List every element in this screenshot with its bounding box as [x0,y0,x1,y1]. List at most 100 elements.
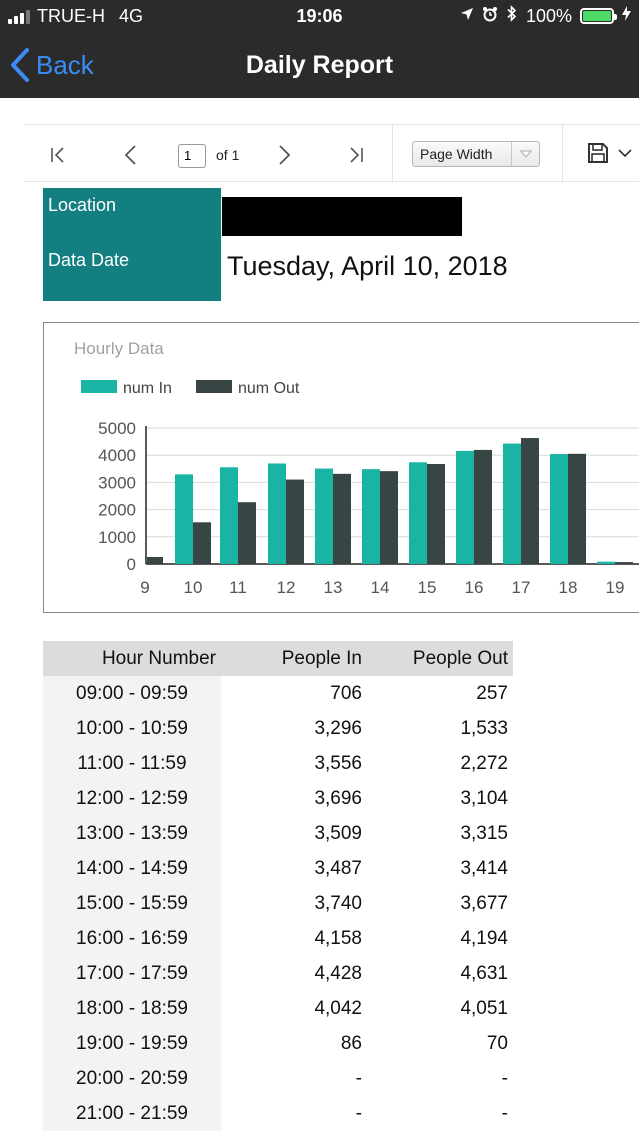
chart-bar [362,469,380,564]
table-row: 09:00 - 09:59 706 257 [43,676,513,711]
network-type: 4G [119,6,144,26]
hourly-table: Hour Number People In People Out 09:00 -… [43,641,513,1131]
x-tick-label: 14 [371,578,390,597]
status-bar: TRUE-H 4G 19:06 100% [0,0,639,34]
cell-people-out: 3,414 [460,858,508,879]
cell-people-out: 2,272 [460,753,508,774]
chart-bar [380,471,398,564]
chart-bar [268,463,286,564]
cell-hour-number: 20:00 - 20:59 [43,1061,221,1096]
zoom-select[interactable]: Page Width [412,141,540,167]
table-row: 11:00 - 11:59 3,556 2,272 [43,746,513,781]
data-date-value: Tuesday, April 10, 2018 [227,251,508,281]
chart-bar [147,557,163,564]
x-tick-label: 15 [418,578,437,597]
charging-bolt-icon [622,6,631,26]
header-hour-number: Hour Number [101,648,216,669]
previous-page-button[interactable] [117,141,145,169]
first-page-button[interactable] [44,141,72,169]
chart-bar [333,473,351,564]
cell-people-out: 1,533 [460,718,508,739]
chevron-left-icon [124,145,136,165]
next-page-button[interactable] [270,141,298,169]
carrier-name: TRUE-H [37,6,105,26]
page-title: Daily Report [245,51,394,79]
cell-hour-number: 13:00 - 13:59 [43,816,221,851]
cell-people-out: 4,631 [460,963,508,984]
location-arrow-icon [460,7,474,26]
back-button[interactable]: Back [10,48,94,82]
x-tick-label: 17 [512,578,531,597]
y-tick-label: 4000 [98,446,136,465]
table-row: 20:00 - 20:59 - - [43,1061,513,1096]
last-page-icon [350,147,363,163]
status-right: 100% [452,5,631,27]
chart-bar [550,454,568,564]
cell-people-in: 4,158 [314,928,362,949]
cell-people-out: 257 [476,683,508,704]
table-row: 13:00 - 13:59 3,509 3,315 [43,816,513,851]
x-tick-label: 19 [606,578,625,597]
navigation-bar: Back Daily Report [0,34,639,98]
x-tick-label: 18 [559,578,578,597]
cell-people-out: 70 [486,1033,508,1054]
cell-hour-number: 17:00 - 17:59 [43,956,221,991]
y-tick-label: 0 [127,555,136,574]
dropdown-arrow-icon [511,142,539,166]
first-page-icon [51,147,64,163]
chevron-down-icon [618,149,632,158]
chart-title: Hourly Data [74,339,164,358]
legend-label: num Out [238,380,300,397]
table-row: 10:00 - 10:59 3,296 1,533 [43,711,513,746]
cell-people-in: - [355,1068,362,1089]
chart-bar [175,474,193,564]
chart-bar [286,479,304,564]
cell-people-in: 86 [340,1033,362,1054]
last-page-button[interactable] [342,141,370,169]
chart-bar [597,561,615,564]
cell-people-out: 4,051 [460,998,508,1019]
y-tick-label: 1000 [98,528,136,547]
status-time: 19:06 [296,6,343,26]
report-label-box: Location Data Date [43,188,221,301]
table-row: 17:00 - 17:59 4,428 4,631 [43,956,513,991]
report-toolbar: 1 of 1 Page Width [24,124,639,183]
cell-people-out: 3,315 [460,823,508,844]
table-row: 16:00 - 16:59 4,158 4,194 [43,921,513,956]
cell-hour-number: 18:00 - 18:59 [43,991,221,1026]
chart-bar [474,449,492,564]
x-tick-label: 16 [465,578,484,597]
cell-hour-number: 14:00 - 14:59 [43,851,221,886]
cell-people-in: 706 [330,683,362,704]
toolbar-divider [562,125,563,183]
table-header: Hour Number People In People Out [43,641,513,676]
cell-people-in: 4,428 [314,963,362,984]
cell-people-out: - [501,1103,508,1124]
chart-bar [315,468,333,564]
page-number-input[interactable]: 1 [178,144,206,168]
cell-people-out: 3,104 [460,788,508,809]
cell-people-in: 3,556 [314,753,362,774]
table-row: 21:00 - 21:59 - - [43,1096,513,1131]
legend-swatch [81,380,117,393]
cell-hour-number: 19:00 - 19:59 [43,1026,221,1061]
table-body: 09:00 - 09:59 706 257 10:00 - 10:59 3,296 1,5… [43,676,513,1131]
status-left: TRUE-H 4G [8,6,143,27]
export-save-button[interactable] [586,141,632,165]
cell-hour-number: 09:00 - 09:59 [43,676,221,711]
cell-people-in: 3,487 [314,858,362,879]
toolbar-divider [392,125,393,183]
chart-bar [220,467,238,564]
y-tick-label: 5000 [98,419,136,438]
legend-swatch [196,380,232,393]
x-tick-label: 13 [324,578,343,597]
header-people-in: People In [281,648,362,669]
x-tick-label: 9 [140,578,149,597]
page-count: of 1 [216,147,240,163]
table-row: 18:00 - 18:59 4,042 4,051 [43,991,513,1026]
chart-bar [521,438,539,564]
table-row: 14:00 - 14:59 3,487 3,414 [43,851,513,886]
chevron-left-icon [11,48,29,82]
hourly-data-chart: Hourly Data num In num Out 5000 4000 3000 2000… [43,322,639,613]
back-label: Back [36,49,94,80]
